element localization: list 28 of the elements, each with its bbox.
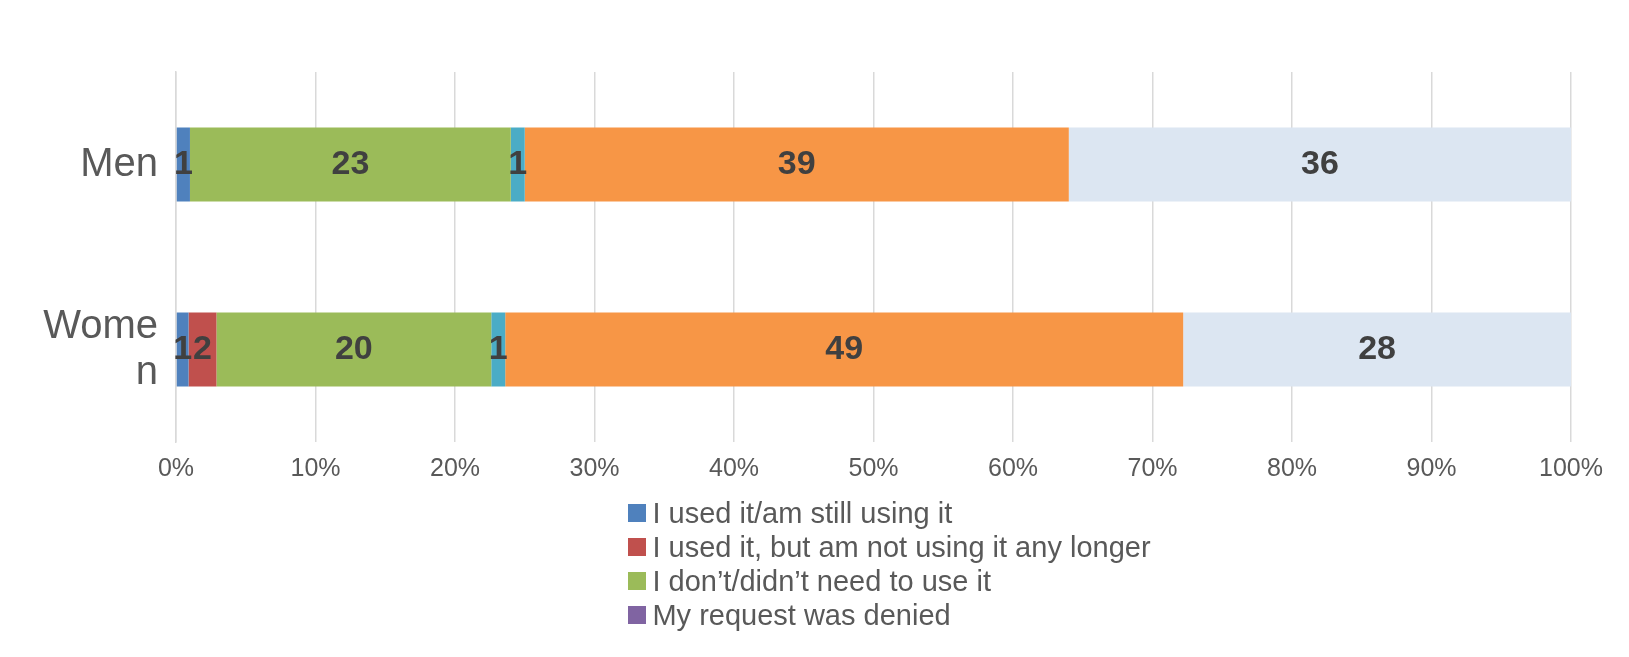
x-tick-label: 100% [1539, 452, 1603, 481]
x-tick-label: 20% [429, 452, 481, 481]
bar [1183, 312, 1571, 387]
data-label: 49 [825, 327, 864, 366]
bar [505, 312, 1184, 387]
legend-label: I used it, but am not using it any longer [652, 530, 1151, 564]
y-tick-label: Men [80, 139, 158, 184]
data-label: 20 [334, 327, 373, 366]
x-tick-label: 10% [290, 452, 341, 481]
y-tick-label: Women [43, 301, 158, 392]
x-tick-label: 70% [1127, 452, 1178, 481]
legend-label: My request was denied [652, 598, 951, 632]
data-label: 23 [331, 142, 370, 181]
data-label: 36 [1300, 142, 1339, 181]
x-tick-label: 50% [848, 452, 899, 481]
x-tick-label: 90% [1406, 452, 1457, 481]
x-tick-label: 60% [987, 452, 1039, 481]
x-tick-label: 40% [708, 452, 760, 481]
bar [216, 312, 492, 387]
data-label: 28 [1358, 327, 1397, 366]
x-tick-label: 0% [157, 452, 195, 481]
legend-label: I don’t/didn’t need to use it [652, 564, 991, 598]
x-tick-label: 30% [569, 452, 620, 481]
x-tick-label: 80% [1266, 452, 1318, 481]
data-label: 39 [777, 142, 816, 181]
data-label: 2 [193, 327, 212, 366]
legend-label: I used it/am still using it [652, 496, 953, 530]
bar [1068, 127, 1571, 202]
